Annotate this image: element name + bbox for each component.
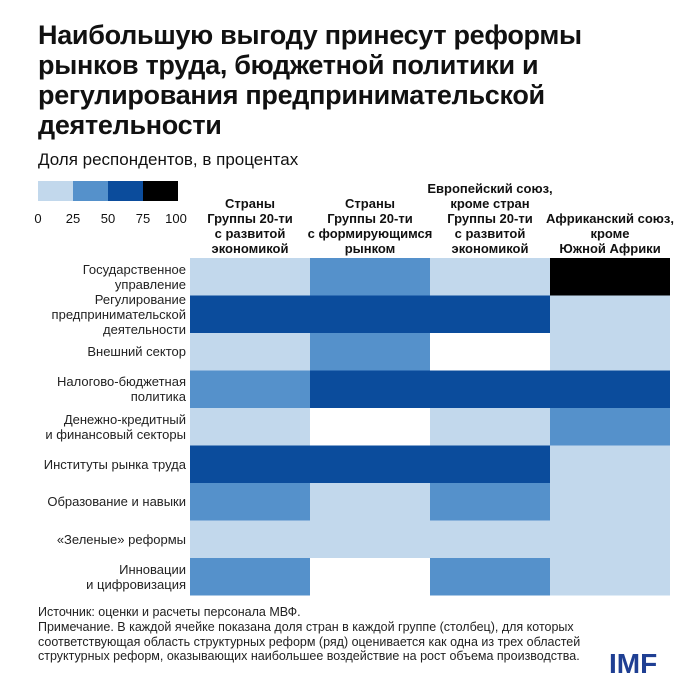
row-label: Государственное управление <box>82 261 186 292</box>
heatmap-cell <box>190 295 310 333</box>
legend-ticks: 0 25 50 75 100 <box>30 211 190 227</box>
heatmap-cell <box>550 333 670 371</box>
row-label: Образование и навыки <box>47 494 186 510</box>
column-header: Страны Группы 20-ти с формирующимся рынк… <box>307 196 433 256</box>
legend-swatch-0-25 <box>38 181 73 201</box>
heatmap-cell <box>310 483 430 521</box>
heatmap-cell <box>310 258 430 296</box>
heatmap-cell <box>190 408 310 446</box>
heatmap-cell <box>310 408 430 446</box>
legend-swatch-25-50 <box>73 181 108 201</box>
heatmap-cell <box>430 295 550 333</box>
heatmap-cell <box>550 370 670 408</box>
heatmap-cell <box>550 445 670 483</box>
heatmap-cell <box>550 483 670 521</box>
heatmap-cell <box>430 483 550 521</box>
footnote: Примечание. В каждой ячейке показана дол… <box>38 620 581 663</box>
heatmap-cell <box>430 258 550 296</box>
heatmap-cell <box>430 558 550 596</box>
heatmap-cell <box>310 520 430 558</box>
legend-swatch-75-100 <box>143 181 178 201</box>
imf-logo: IMF <box>609 648 658 679</box>
row-label: «Зеленые» реформы <box>56 531 186 547</box>
heatmap-cell <box>430 333 550 371</box>
heatmap-cell <box>190 258 310 296</box>
heatmap-cell <box>550 558 670 596</box>
column-header: Страны Группы 20-ти с развитой экономико… <box>207 196 293 256</box>
row-label: Регулирование предпринимательской деятел… <box>51 291 186 337</box>
heatmap-cell <box>430 370 550 408</box>
heatmap-cell <box>190 483 310 521</box>
heatmap-cell <box>190 520 310 558</box>
heatmap-cell <box>550 408 670 446</box>
heatmap-cell <box>190 558 310 596</box>
heatmap-cell <box>190 445 310 483</box>
heatmap-cell <box>430 408 550 446</box>
heatmap-cell <box>190 333 310 371</box>
row-label: Налогово-бюджетная политика <box>57 374 186 405</box>
row-label: Институты рынка труда <box>43 456 186 472</box>
legend-tick: 50 <box>100 211 116 226</box>
legend-tick: 75 <box>135 211 151 226</box>
legend-tick: 0 <box>34 211 42 226</box>
chart-title: Наибольшую выгоду принесут реформы рынко… <box>38 20 582 140</box>
source-note: Источник: оценки и расчеты персонала МВФ… <box>38 605 301 619</box>
legend-tick: 100 <box>165 211 187 226</box>
heatmap-cell <box>310 333 430 371</box>
color-legend <box>38 181 178 201</box>
row-label: Внешний сектор <box>87 344 186 360</box>
chart-subtitle: Доля респондентов, в процентах <box>38 150 299 169</box>
heatmap-cell <box>310 295 430 333</box>
legend-swatch-50-75 <box>108 181 143 201</box>
heatmap-cell <box>310 558 430 596</box>
heatmap-cell <box>190 370 310 408</box>
heatmap-cell <box>550 520 670 558</box>
heatmap-cell <box>430 445 550 483</box>
heatmap-cell <box>550 295 670 333</box>
heatmap-cell <box>550 258 670 296</box>
row-label: Денежно-кредитный и финансовый секторы <box>45 411 186 442</box>
column-header: Европейский союз, кроме стран Группы 20-… <box>427 181 553 256</box>
row-label: Инновации и цифровизация <box>86 561 186 592</box>
heatmap-cell <box>310 370 430 408</box>
heatmap-cell <box>310 445 430 483</box>
column-header: Африканский союз, кроме Южной Африки <box>546 211 674 256</box>
heatmap-cell <box>430 520 550 558</box>
legend-tick: 25 <box>65 211 81 226</box>
